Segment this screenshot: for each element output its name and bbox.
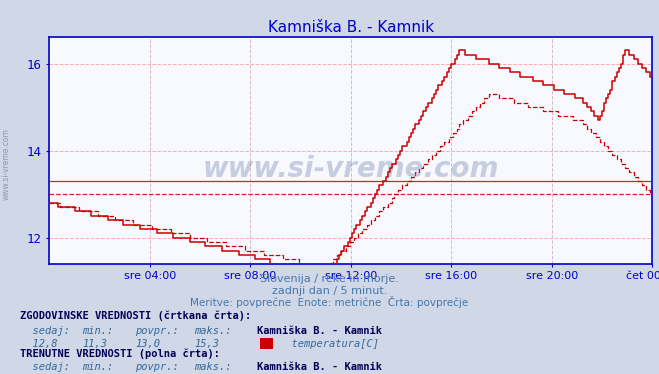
Text: www.si-vreme.com: www.si-vreme.com <box>2 129 11 200</box>
Text: min.:: min.: <box>82 362 113 372</box>
Text: ZGODOVINSKE VREDNOSTI (črtkana črta):: ZGODOVINSKE VREDNOSTI (črtkana črta): <box>20 310 251 321</box>
Text: maks.:: maks.: <box>194 326 232 335</box>
Title: Kamniška B. - Kamnik: Kamniška B. - Kamnik <box>268 20 434 35</box>
Text: Kamniška B. - Kamnik: Kamniška B. - Kamnik <box>257 326 382 335</box>
Text: 13,0: 13,0 <box>135 339 160 349</box>
Text: povpr.:: povpr.: <box>135 326 179 335</box>
Text: sedaj:: sedaj: <box>20 362 70 372</box>
Text: min.:: min.: <box>82 326 113 335</box>
Text: Kamniška B. - Kamnik: Kamniška B. - Kamnik <box>257 362 382 372</box>
Text: Meritve: povprečne  Enote: metrične  Črta: povprečje: Meritve: povprečne Enote: metrične Črta:… <box>190 296 469 308</box>
Text: TRENUTNE VREDNOSTI (polna črta):: TRENUTNE VREDNOSTI (polna črta): <box>20 349 219 359</box>
Text: Slovenija / reke in morje.: Slovenija / reke in morje. <box>260 275 399 284</box>
Text: temperatura[C]: temperatura[C] <box>279 339 379 349</box>
Text: povpr.:: povpr.: <box>135 362 179 372</box>
Text: 12,8: 12,8 <box>20 339 57 349</box>
Text: 11,3: 11,3 <box>82 339 107 349</box>
Text: www.si-vreme.com: www.si-vreme.com <box>203 154 499 183</box>
Text: maks.:: maks.: <box>194 362 232 372</box>
Text: zadnji dan / 5 minut.: zadnji dan / 5 minut. <box>272 286 387 296</box>
Text: sedaj:: sedaj: <box>20 326 70 335</box>
Text: 15,3: 15,3 <box>194 339 219 349</box>
